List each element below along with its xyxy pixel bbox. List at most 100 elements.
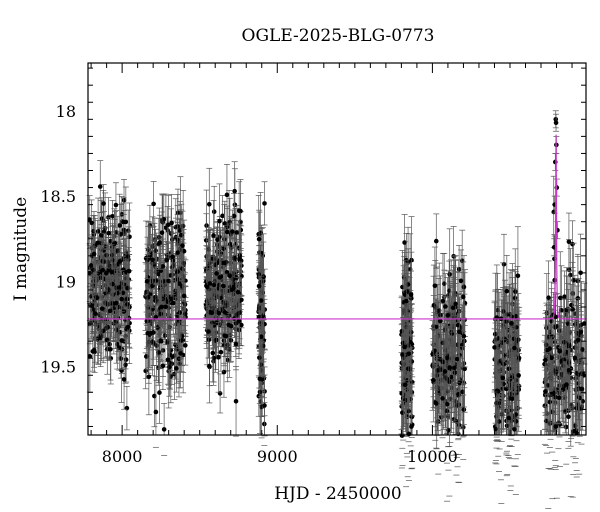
data-point xyxy=(159,341,166,391)
data-point xyxy=(221,237,228,289)
data-point xyxy=(455,380,462,430)
data-point xyxy=(157,214,164,270)
data-point xyxy=(235,274,242,310)
data-point xyxy=(108,244,115,300)
data-point xyxy=(158,286,165,327)
chart-title: OGLE-2025-BLG-0773 xyxy=(242,26,435,46)
data-point xyxy=(431,246,438,325)
data-point xyxy=(222,285,229,339)
data-point xyxy=(123,386,130,431)
data-point xyxy=(162,268,169,345)
data-point xyxy=(216,251,223,304)
data-point xyxy=(152,284,159,350)
data-point xyxy=(235,283,242,360)
data-point xyxy=(225,292,232,358)
data-point xyxy=(179,210,186,281)
data-point xyxy=(256,260,263,312)
x-axis-title: HJD - 2450000 xyxy=(274,484,402,504)
data-point xyxy=(169,232,176,282)
data-point xyxy=(433,435,440,450)
data-point xyxy=(144,257,151,306)
data-point xyxy=(400,317,407,370)
x-tick-label: 8000 xyxy=(102,447,143,466)
data-point xyxy=(237,193,244,251)
data-point xyxy=(161,402,168,456)
data-point xyxy=(210,200,217,271)
data-point xyxy=(260,233,267,320)
data-point xyxy=(399,307,406,402)
data-point xyxy=(116,193,123,258)
data-point xyxy=(232,317,239,371)
data-point xyxy=(99,248,106,292)
data-point xyxy=(226,237,233,314)
data-point xyxy=(261,181,268,226)
data-point xyxy=(118,270,125,328)
y-tick-label: 18.5 xyxy=(40,187,76,206)
data-point xyxy=(164,335,171,385)
data-point xyxy=(113,268,120,338)
data-point xyxy=(145,338,152,416)
data-point xyxy=(220,265,227,307)
data-point xyxy=(156,361,163,424)
data-point xyxy=(103,249,110,298)
data-point xyxy=(94,220,101,266)
plot-area xyxy=(86,110,588,509)
data-point xyxy=(100,184,107,223)
data-point xyxy=(107,280,114,342)
data-point xyxy=(238,303,245,347)
data-point xyxy=(150,181,157,227)
data-point xyxy=(97,160,104,213)
data-point xyxy=(213,242,220,305)
data-point xyxy=(209,323,216,383)
data-point xyxy=(223,164,230,226)
data-point xyxy=(99,274,106,343)
x-tick-label: 9000 xyxy=(257,447,298,466)
data-point xyxy=(173,344,180,393)
data-point xyxy=(125,247,132,296)
data-point xyxy=(102,275,109,311)
data-point xyxy=(121,349,128,410)
data-point xyxy=(160,193,167,245)
data-point xyxy=(177,325,184,382)
data-point xyxy=(208,287,215,339)
data-point xyxy=(565,212,572,271)
data-point xyxy=(405,326,412,381)
data-point xyxy=(222,315,229,357)
data-point xyxy=(236,181,243,240)
data-point xyxy=(89,331,96,372)
data-point xyxy=(159,211,166,254)
data-point xyxy=(217,373,224,414)
data-point xyxy=(159,238,166,295)
data-point xyxy=(176,247,183,320)
data-point xyxy=(236,277,243,349)
data-point xyxy=(216,183,223,259)
x-tick-label: 10000 xyxy=(407,447,458,466)
data-point xyxy=(233,366,240,437)
data-point xyxy=(105,217,112,249)
y-axis-title: I magnitude xyxy=(11,197,31,301)
data-point xyxy=(261,374,268,437)
data-point xyxy=(256,353,263,405)
data-point xyxy=(404,262,411,321)
data-point xyxy=(460,394,467,460)
data-point xyxy=(91,233,98,275)
data-point xyxy=(174,214,181,292)
data-point xyxy=(553,113,560,132)
data-point xyxy=(170,268,177,338)
data-point xyxy=(567,435,574,497)
data-point xyxy=(181,258,188,334)
data-point xyxy=(122,186,129,258)
data-point xyxy=(152,376,159,448)
y-tick-label: 18 xyxy=(56,102,76,121)
data-point xyxy=(256,327,263,389)
data-point xyxy=(205,304,212,359)
data-point xyxy=(500,233,507,295)
data-point xyxy=(151,364,158,428)
data-point xyxy=(402,351,409,418)
data-point xyxy=(206,167,213,241)
data-point xyxy=(215,322,222,393)
data-point xyxy=(112,182,119,228)
data-point xyxy=(93,270,100,325)
data-point xyxy=(103,320,110,360)
